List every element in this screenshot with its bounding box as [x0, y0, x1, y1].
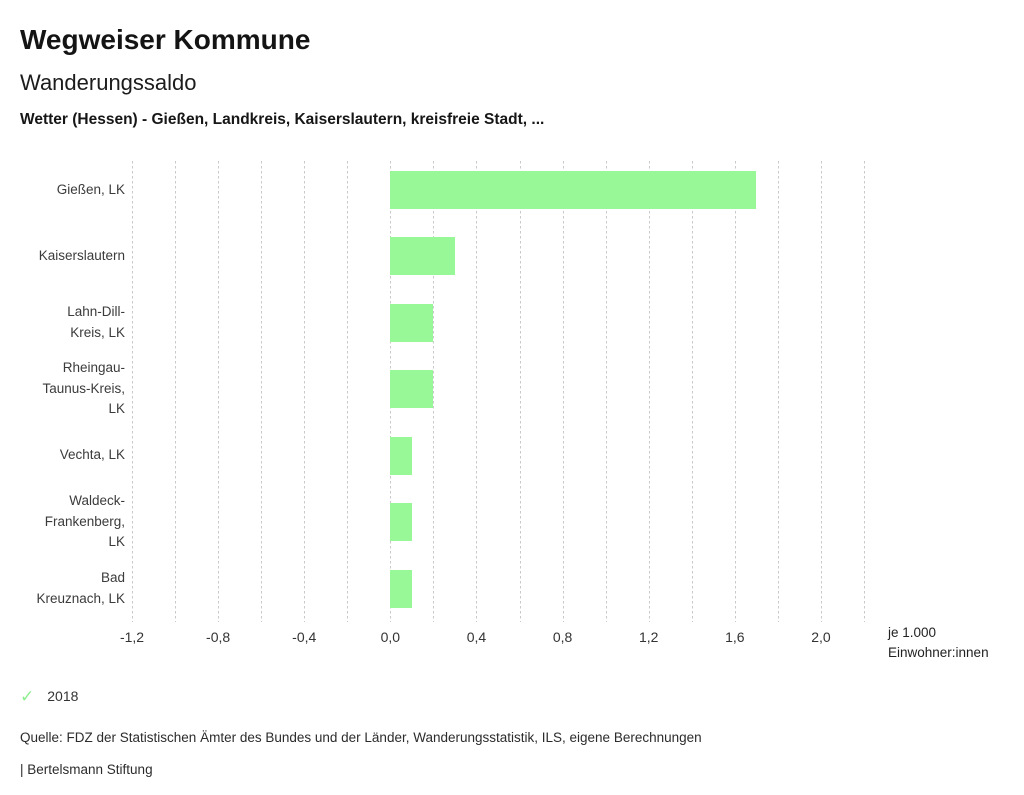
gridline: [605, 160, 607, 622]
gridline: [476, 160, 478, 622]
gridline: [261, 160, 263, 622]
gridline: [562, 160, 564, 622]
plot-area: [132, 157, 865, 622]
x-axis: je 1.000 Einwohner:innen -1,2 -0,8 -0,4 0,0…: [120, 622, 989, 661]
gridline: [648, 160, 650, 622]
gridline: [734, 160, 736, 622]
category-label: Vechta, LK: [20, 422, 132, 488]
wegweiser-kommune-page: Wegweiser Kommune Wanderungssaldo Wetter…: [20, 24, 1024, 777]
bar[interactable]: [390, 370, 434, 409]
bar[interactable]: [390, 569, 412, 608]
source-note: Quelle: FDZ der Statistischen Ämter des …: [20, 729, 702, 745]
x-tick-label: 0,0: [380, 628, 401, 645]
category-label-text: Kaiserslautern: [38, 248, 125, 264]
gridline: [132, 160, 133, 622]
category-label-text: Rheingau-Taunus-Kreis, LK: [42, 360, 125, 417]
bar[interactable]: [390, 237, 455, 276]
bar-rows: [132, 157, 864, 622]
category-label-text: Lahn-Dill-Kreis, LK: [67, 304, 125, 340]
x-tick-label: -0,4: [292, 628, 317, 645]
legend-year-label: 2018: [47, 688, 79, 705]
app-title: Wegweiser Kommune: [20, 24, 311, 55]
x-tick-label: 2,0: [811, 628, 831, 645]
category-label-text: Bad Kreuznach, LK: [36, 570, 125, 606]
category-label-text: Gießen, LK: [56, 181, 125, 197]
x-tick-label: 1,2: [638, 628, 659, 645]
bar-row: [132, 489, 864, 555]
plot-wrap: je 1.000 Einwohner:innen -1,2 -0,8 -0,4 0,0…: [120, 157, 989, 661]
x-tick-label: -1,2: [119, 628, 145, 645]
category-label: Gießen, LK: [20, 157, 132, 223]
category-label: Waldeck-Frankenberg, LK: [20, 489, 132, 555]
bar[interactable]: [390, 436, 412, 475]
axis-unit-line-2: Einwohner:innen: [888, 645, 989, 661]
bar[interactable]: [390, 503, 412, 542]
axis-unit-label: je 1.000 Einwohner:innen: [888, 623, 989, 664]
x-tick-label: -0,8: [206, 628, 231, 645]
bar-row: [132, 422, 864, 488]
bar-row: [132, 555, 864, 621]
legend-item-2018[interactable]: ✓ 2018: [20, 688, 78, 705]
gridline: [433, 160, 435, 622]
chart-title: Wanderungssaldo: [20, 70, 197, 95]
gridline: [777, 160, 779, 622]
x-tick-label: 0,4: [466, 628, 487, 645]
gridline: [218, 160, 220, 622]
axis-unit-line-1: je 1.000: [888, 624, 937, 640]
gridline: [304, 160, 306, 622]
category-label: Rheingau-Taunus-Kreis, LK: [20, 356, 132, 422]
gridline: [519, 160, 521, 622]
chart-selection-subtitle: Wetter (Hessen) - Gießen, Landkreis, Kai…: [20, 111, 545, 129]
check-icon: ✓: [20, 686, 35, 706]
x-tick-label: 1,6: [725, 628, 745, 645]
bar[interactable]: [390, 303, 434, 342]
bar-row: [132, 223, 864, 289]
gridline: [347, 160, 349, 622]
category-label: Kaiserslautern: [20, 223, 132, 289]
gridline: [820, 160, 822, 622]
category-labels: Gießen, LK Kaiserslautern Lahn-Dill-Kreis,…: [20, 157, 132, 622]
gridline: [175, 160, 177, 622]
category-label: Bad Kreuznach, LK: [20, 555, 132, 621]
bar-row: [132, 356, 864, 422]
bar-row: [132, 290, 864, 356]
gridline: [864, 160, 865, 622]
bar[interactable]: [390, 170, 757, 209]
bar-row: [132, 157, 864, 223]
category-label: Lahn-Dill-Kreis, LK: [20, 290, 132, 356]
gridline: [691, 160, 693, 622]
brand-note: | Bertelsmann Stiftung: [20, 761, 153, 777]
category-label-text: Vechta, LK: [59, 447, 125, 463]
x-tick-label: 0,8: [552, 628, 573, 645]
bar-chart: Gießen, LK Kaiserslautern Lahn-Dill-Kreis,…: [20, 157, 1024, 661]
category-label-text: Waldeck-Frankenberg, LK: [44, 493, 125, 550]
